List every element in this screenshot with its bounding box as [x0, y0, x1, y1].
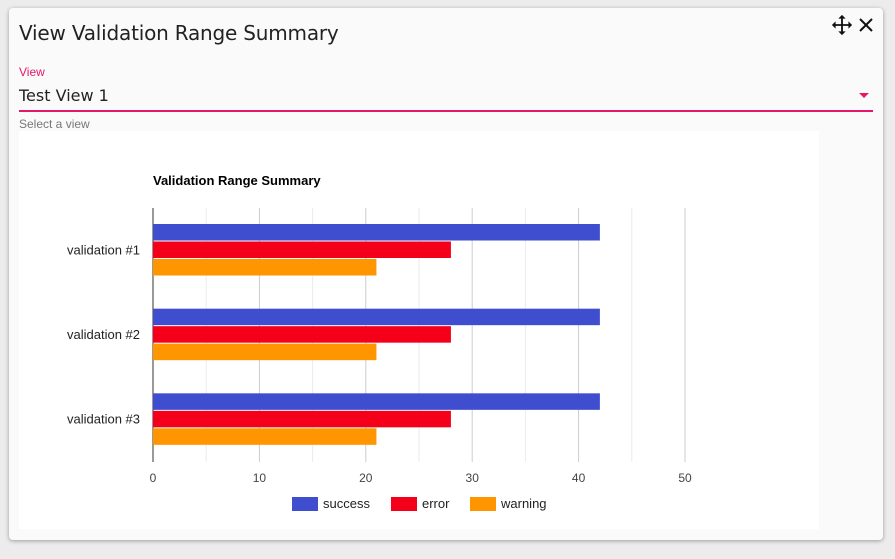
legend-label-error: error — [422, 496, 450, 511]
chart-title: Validation Range Summary — [153, 173, 321, 188]
legend-label-success: success — [323, 496, 370, 511]
validation-range-chart: Validation Range Summary 0 10 20 30 40 50 valid… — [67, 173, 692, 511]
category-label: validation #2 — [67, 327, 140, 342]
bar-error — [153, 326, 451, 343]
bar-warning — [153, 343, 377, 361]
x-tick-label: 0 — [150, 471, 157, 485]
x-tick-label: 40 — [572, 471, 586, 485]
bar-success — [153, 393, 600, 410]
x-tick-label: 20 — [359, 471, 373, 485]
legend-swatch-error — [391, 497, 417, 511]
bar-error — [153, 241, 451, 258]
legend-label-warning: warning — [500, 496, 547, 511]
view-select[interactable]: Test View 1 — [19, 83, 873, 112]
chevron-down-icon[interactable] — [859, 93, 869, 98]
legend-swatch-success — [292, 497, 318, 511]
view-select-hint: Select a view — [19, 117, 90, 131]
bar-error — [153, 410, 451, 428]
chart-container: Validation Range Summary 0 10 20 30 40 50 valid… — [19, 131, 819, 529]
bar-success — [153, 308, 600, 326]
x-tick-label: 50 — [678, 471, 692, 485]
close-icon[interactable] — [857, 16, 875, 34]
bar-success — [153, 224, 600, 241]
view-select-value: Test View 1 — [19, 86, 109, 105]
dialog-title: View Validation Range Summary — [19, 21, 339, 45]
x-tick-label: 30 — [466, 471, 480, 485]
x-tick-label: 10 — [253, 471, 267, 485]
view-field-label: View — [19, 65, 45, 79]
bar-warning — [153, 428, 377, 445]
bar-warning — [153, 259, 377, 276]
category-label: validation #3 — [67, 412, 140, 427]
move-icon[interactable] — [831, 14, 853, 36]
legend-swatch-warning — [470, 497, 496, 511]
category-label: validation #1 — [67, 242, 140, 257]
dialog: View Validation Range Summary View Test … — [9, 8, 883, 540]
